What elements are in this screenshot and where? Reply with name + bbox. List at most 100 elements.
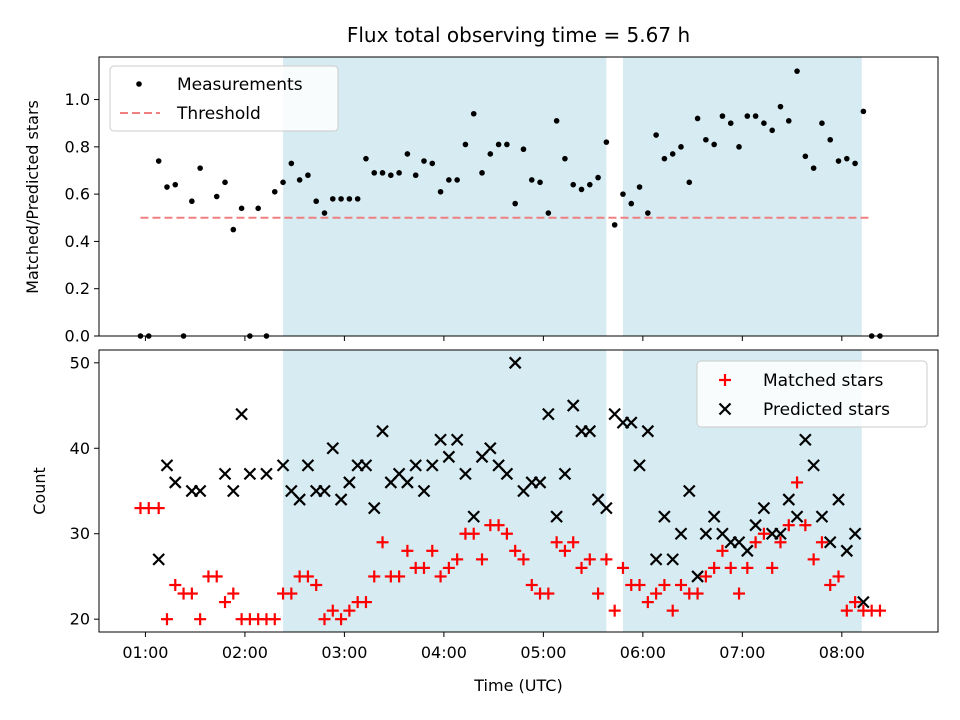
measurement-point — [313, 198, 320, 205]
measurement-point — [222, 179, 228, 186]
measurement-point — [512, 200, 518, 207]
matched-star-point — [724, 561, 737, 574]
measurement-point — [404, 151, 411, 157]
measurement-point — [230, 226, 237, 233]
matched-star-point — [301, 570, 314, 583]
top-legend-box — [109, 65, 339, 132]
matched-star-point — [716, 544, 729, 557]
measurement-point — [446, 177, 452, 183]
measurement-point — [213, 193, 220, 200]
predicted-star-point — [442, 450, 456, 464]
measurement-point — [761, 120, 767, 127]
top-y-tick-label: 0.4 — [65, 232, 90, 251]
measurement-point — [744, 113, 751, 119]
matched-star-point — [608, 604, 621, 617]
matched-star-point — [376, 536, 389, 549]
top-shaded-intervals — [283, 57, 862, 336]
measurement-point — [802, 153, 809, 160]
matched-star-point — [492, 519, 505, 532]
predicted-star-point — [459, 467, 472, 481]
matched-star-point — [335, 613, 348, 626]
predicted-star-point — [260, 467, 273, 481]
predicted-star-point — [409, 459, 422, 472]
predicted-star-point — [815, 510, 829, 523]
matched-star-point — [500, 527, 513, 540]
matched-star-point — [152, 502, 165, 515]
predicted-star-point — [343, 476, 356, 489]
measurement-point — [346, 196, 353, 202]
predicted-star-point — [227, 484, 240, 498]
predicted-star-point — [426, 459, 439, 472]
matched-star-point — [326, 604, 339, 617]
top-y-tick-label: 0.2 — [65, 279, 90, 298]
predicted-star-point — [857, 595, 870, 609]
bottom-y-tick-label: 30 — [70, 524, 90, 543]
predicted-star-point — [583, 424, 597, 438]
predicted-star-point — [649, 553, 663, 566]
legend-label-predicted: Predicted stars — [763, 400, 890, 420]
measurement-point — [388, 172, 394, 179]
matched-star-point — [509, 544, 522, 557]
measurement-point — [470, 110, 477, 117]
shaded-interval-1 — [283, 350, 607, 632]
shaded-interval-2 — [622, 57, 862, 336]
matched-star-point — [268, 613, 281, 626]
predicted-star-point — [674, 527, 688, 541]
matched-star-point — [476, 553, 489, 566]
matched-star-point — [567, 536, 580, 549]
measurement-point — [661, 155, 668, 162]
matched-star-point — [517, 553, 530, 566]
measurement-point — [238, 205, 245, 212]
predicted-star-point — [641, 424, 655, 438]
predicted-star-point — [782, 493, 796, 506]
matched-star-point — [393, 570, 406, 583]
matched-star-point — [169, 579, 182, 591]
matched-star-point — [219, 596, 232, 609]
predicted-star-point — [359, 459, 373, 472]
measurement-point — [429, 160, 436, 167]
measurement-point — [636, 184, 643, 190]
measurement-point — [379, 170, 386, 176]
measurement-point — [736, 144, 742, 150]
measurement-point — [794, 68, 800, 74]
matched-star-point — [641, 596, 654, 609]
matched-star-point — [807, 553, 820, 566]
legend-label-matched: Matched stars — [763, 371, 883, 391]
predicted-star-point — [774, 527, 787, 541]
predicted-star-point — [550, 510, 563, 523]
predicted-star-point — [484, 441, 497, 455]
measurement-point — [396, 170, 402, 176]
bottom-legend: Matched stars Predicted stars — [696, 360, 928, 428]
matched-star-point — [782, 519, 795, 532]
bottom-plot-frame — [98, 349, 939, 633]
legend-marker-predicted — [718, 402, 732, 416]
predicted-star-point — [691, 570, 704, 583]
matched-star-point — [525, 579, 538, 591]
bottom-x-tick-label: 03:00 — [321, 643, 367, 662]
matched-star-point — [550, 536, 563, 549]
top-x-axis-ticks — [144, 336, 843, 341]
bottom-x-tick-label: 02:00 — [222, 643, 268, 662]
matched-stars-points — [134, 476, 886, 626]
x-axis-label: Time (UTC) — [473, 676, 562, 695]
measurement-point — [172, 181, 179, 188]
matched-star-point — [824, 579, 837, 591]
measurement-point — [562, 155, 568, 162]
measurement-point — [819, 120, 825, 127]
measurement-point — [603, 139, 610, 145]
bottom-y-axis-label: Count — [30, 467, 49, 515]
predicted-star-point — [757, 501, 771, 515]
matched-star-point — [285, 587, 298, 600]
measurement-point — [354, 196, 361, 202]
predicted-star-point — [326, 441, 340, 455]
matched-star-point — [666, 604, 679, 617]
matched-star-point — [592, 587, 605, 600]
legend-marker-matched — [719, 374, 731, 386]
measurement-point — [155, 158, 162, 164]
predicted-star-point — [840, 544, 854, 558]
bottom-y-tick-label: 20 — [70, 610, 90, 629]
predicted-star-point — [533, 476, 547, 489]
predicted-star-point — [683, 484, 696, 498]
top-y-axis-ticks: 0.0 0.2 0.4 0.6 0.8 1.0 — [65, 90, 99, 346]
top-plot-frame — [98, 56, 939, 337]
